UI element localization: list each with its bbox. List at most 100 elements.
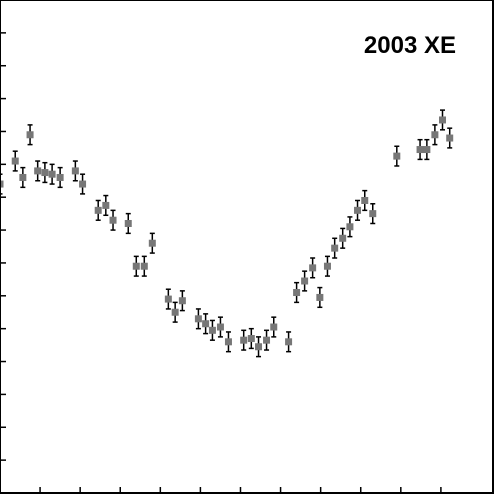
point-marker bbox=[446, 134, 454, 142]
point-marker bbox=[331, 244, 339, 252]
data-point-0 bbox=[0, 173, 4, 195]
chart-title: 2003 XE bbox=[364, 32, 456, 59]
data-point-19 bbox=[178, 290, 186, 312]
data-point-25 bbox=[240, 329, 248, 351]
point-marker bbox=[94, 206, 102, 214]
data-point-45 bbox=[431, 124, 439, 146]
data-point-33 bbox=[309, 257, 317, 279]
point-marker bbox=[194, 315, 202, 323]
point-marker bbox=[247, 335, 255, 343]
point-marker bbox=[26, 131, 34, 139]
data-point-39 bbox=[354, 199, 362, 221]
point-marker bbox=[361, 196, 369, 204]
data-point-12 bbox=[109, 209, 117, 231]
data-point-18 bbox=[171, 301, 179, 323]
data-point-46 bbox=[438, 109, 446, 131]
plot-frame bbox=[0, 0, 494, 494]
data-point-29 bbox=[270, 316, 278, 338]
point-marker bbox=[323, 262, 331, 270]
point-marker bbox=[438, 116, 446, 124]
point-marker bbox=[309, 264, 317, 272]
data-point-21 bbox=[202, 313, 210, 335]
point-marker bbox=[293, 289, 301, 297]
data-point-40 bbox=[361, 189, 369, 212]
point-marker bbox=[224, 338, 232, 346]
data-point-41 bbox=[369, 203, 377, 225]
point-marker bbox=[0, 180, 4, 188]
point-marker bbox=[346, 223, 354, 231]
data-point-9 bbox=[79, 173, 87, 195]
point-marker bbox=[48, 170, 56, 178]
data-point-7 bbox=[56, 166, 64, 189]
data-point-11 bbox=[102, 194, 110, 217]
data-point-28 bbox=[263, 329, 271, 351]
data-points bbox=[0, 109, 454, 358]
point-marker bbox=[431, 131, 439, 139]
data-point-3 bbox=[26, 124, 34, 146]
data-point-17 bbox=[164, 288, 172, 310]
data-point-5 bbox=[41, 161, 49, 184]
point-marker bbox=[34, 167, 42, 175]
data-point-13 bbox=[124, 212, 132, 235]
data-point-38 bbox=[346, 216, 354, 238]
data-point-16 bbox=[148, 232, 156, 254]
point-marker bbox=[270, 323, 278, 331]
point-marker bbox=[301, 277, 309, 285]
data-point-24 bbox=[224, 331, 232, 353]
data-point-43 bbox=[416, 138, 424, 161]
data-point-10 bbox=[94, 199, 102, 221]
point-marker bbox=[148, 239, 156, 247]
point-marker bbox=[124, 219, 132, 227]
point-marker bbox=[171, 308, 179, 316]
point-marker bbox=[263, 336, 271, 344]
point-marker bbox=[79, 180, 87, 188]
data-point-22 bbox=[208, 319, 216, 341]
point-marker bbox=[240, 336, 248, 344]
point-marker bbox=[255, 343, 263, 351]
data-point-14 bbox=[132, 255, 140, 277]
data-point-34 bbox=[316, 286, 324, 309]
data-point-37 bbox=[339, 227, 347, 249]
point-marker bbox=[19, 173, 27, 181]
data-point-42 bbox=[393, 145, 401, 167]
point-marker bbox=[109, 216, 117, 224]
data-point-32 bbox=[301, 270, 309, 292]
point-marker bbox=[56, 173, 64, 181]
point-marker bbox=[208, 326, 216, 334]
data-point-26 bbox=[247, 327, 255, 350]
data-point-36 bbox=[331, 237, 339, 259]
data-point-27 bbox=[255, 336, 263, 358]
point-marker bbox=[102, 201, 110, 209]
data-point-23 bbox=[216, 316, 224, 338]
point-marker bbox=[316, 293, 324, 301]
data-point-35 bbox=[323, 255, 331, 277]
point-marker bbox=[416, 146, 424, 154]
data-point-4 bbox=[34, 160, 42, 182]
point-marker bbox=[140, 262, 148, 270]
point-marker bbox=[393, 152, 401, 160]
point-marker bbox=[164, 295, 172, 303]
data-point-47 bbox=[446, 127, 454, 149]
point-marker bbox=[354, 206, 362, 214]
point-marker bbox=[202, 320, 210, 328]
point-marker bbox=[369, 210, 377, 218]
point-marker bbox=[178, 297, 186, 305]
data-point-30 bbox=[285, 331, 293, 353]
data-point-6 bbox=[48, 163, 56, 185]
data-point-20 bbox=[194, 308, 202, 330]
point-marker bbox=[339, 234, 347, 242]
data-point-31 bbox=[293, 281, 301, 304]
data-point-8 bbox=[71, 160, 79, 182]
point-marker bbox=[41, 169, 49, 177]
data-point-15 bbox=[140, 255, 148, 277]
point-marker bbox=[71, 167, 79, 175]
point-marker bbox=[285, 338, 293, 346]
axis-ticks bbox=[0, 32, 442, 493]
point-marker bbox=[216, 323, 224, 331]
point-marker bbox=[132, 262, 140, 270]
point-marker bbox=[423, 146, 431, 154]
data-point-1 bbox=[11, 150, 19, 172]
point-marker bbox=[11, 157, 19, 165]
data-point-44 bbox=[423, 138, 431, 161]
